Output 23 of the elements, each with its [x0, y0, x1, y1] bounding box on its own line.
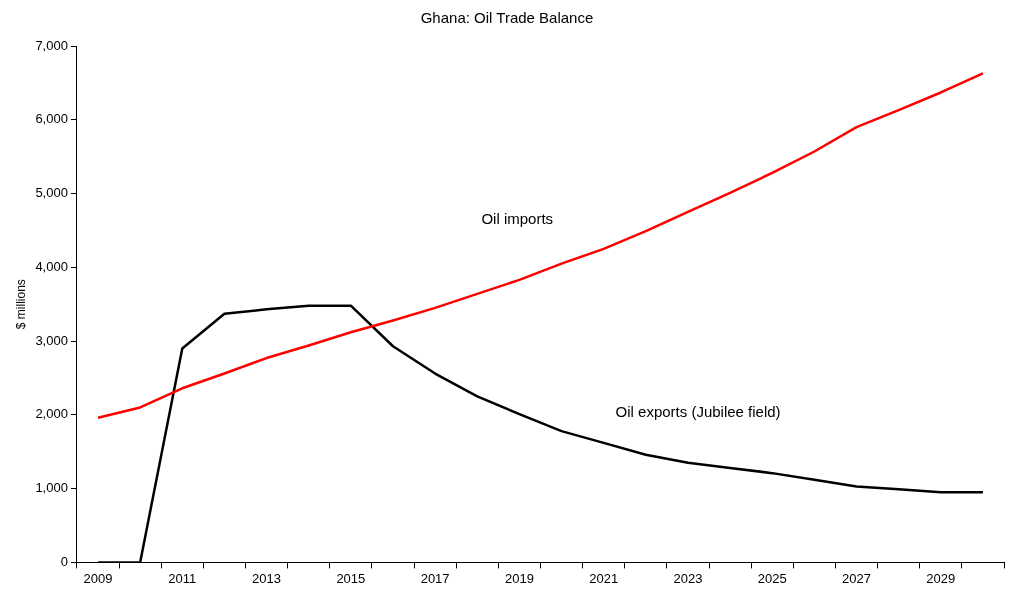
y-tick-label: 1,000	[35, 480, 68, 496]
x-tick-label: 2025	[757, 570, 787, 586]
x-tick-label: 2027	[842, 570, 871, 586]
y-tick-label: 0	[60, 553, 68, 569]
x-tick-label: 2021	[589, 570, 619, 586]
y-tick-label: 4,000	[35, 258, 68, 274]
series-label: Oil exports (Jubilee field)	[615, 402, 781, 420]
x-tick-label: 2029	[926, 570, 956, 586]
x-tick-label: 2009	[83, 570, 113, 586]
y-tick-label: 7,000	[35, 37, 68, 53]
x-tick-label: 2013	[252, 570, 282, 586]
y-axis-title: $ millions	[13, 279, 28, 330]
chart-title: Ghana: Oil Trade Balance	[420, 9, 594, 27]
text: Oil imports	[481, 210, 554, 228]
y-tick-label: 2,000	[35, 406, 68, 422]
x-tick-label: 2017	[420, 570, 450, 586]
x-tick-label: 2023	[673, 570, 703, 586]
y-tick-label: 6,000	[35, 111, 68, 127]
x-tick-label: 2015	[336, 570, 366, 586]
x-tick-label: 2019	[504, 570, 534, 586]
y-tick-label: 5,000	[35, 185, 68, 201]
x-tick-label: 2011	[168, 570, 197, 586]
y-tick-label: 3,000	[35, 332, 68, 348]
